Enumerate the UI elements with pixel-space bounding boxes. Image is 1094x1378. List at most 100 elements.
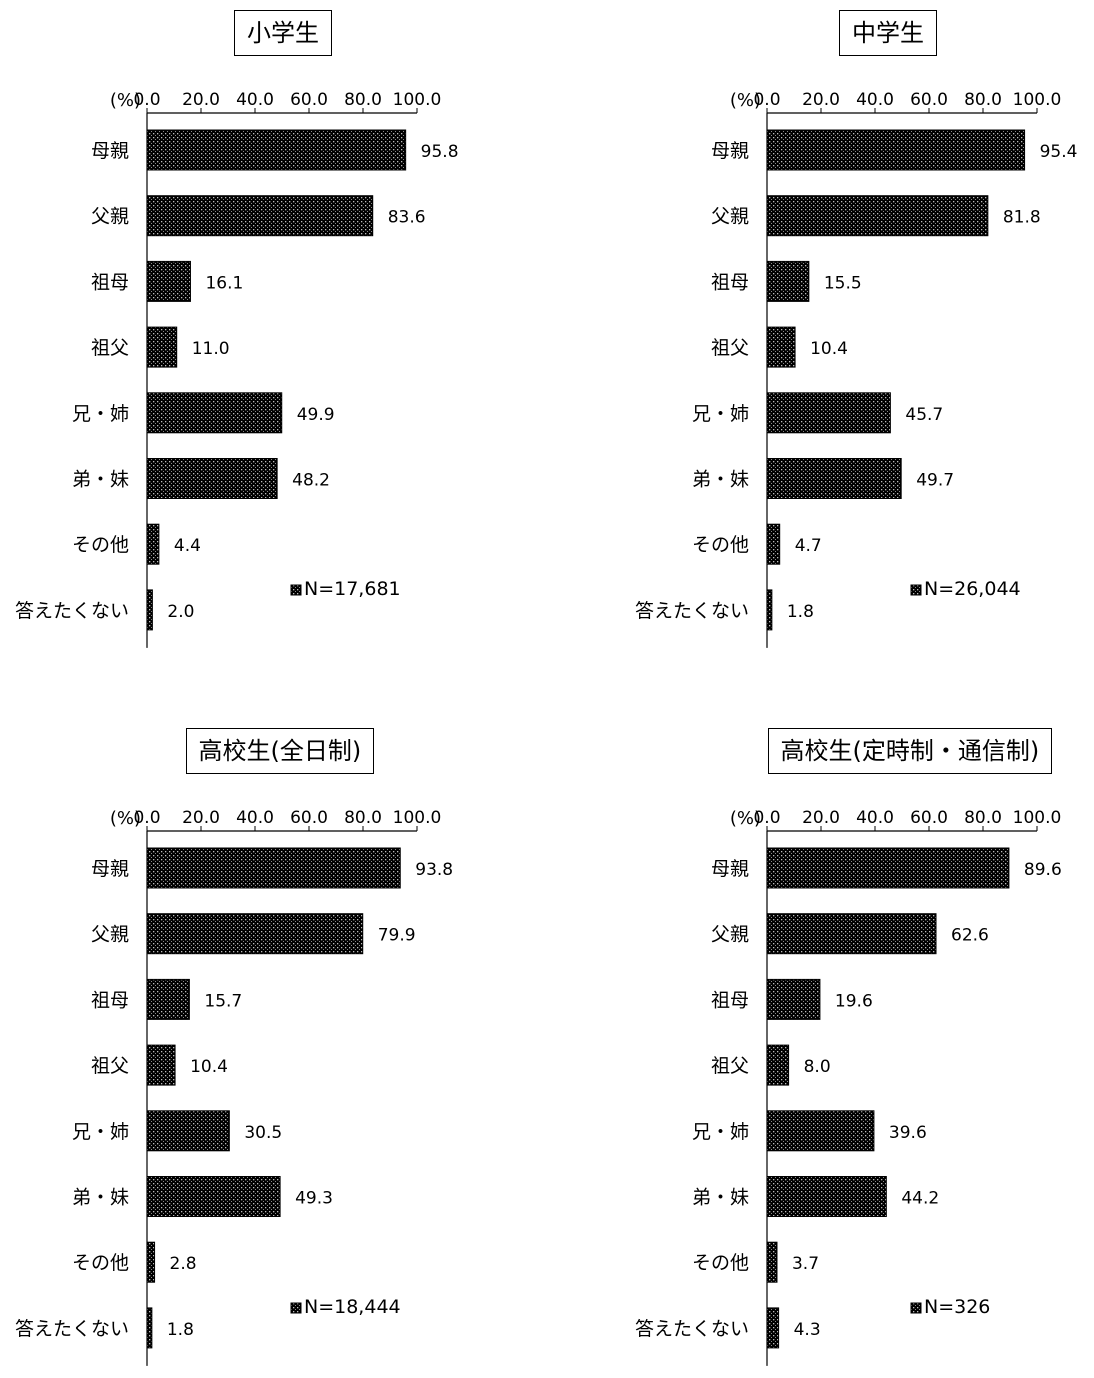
- bar: [766, 458, 902, 499]
- category-label: 答えたくない: [635, 600, 749, 622]
- chart-title: 小学生: [234, 10, 332, 56]
- x-tick-label: 20.0: [182, 90, 220, 110]
- value-label: 15.7: [204, 991, 242, 1011]
- x-tick-label: 40.0: [856, 808, 894, 828]
- category-label: 祖母: [711, 989, 749, 1011]
- x-tick-label: 80.0: [344, 90, 382, 110]
- value-label: 93.8: [415, 860, 453, 880]
- bar-chart-high-school-parttime: (%)0.0 20.0 40.0 60.0 80.0 100.0 母親 89.6 父親 62.6 祖…: [635, 808, 1062, 1366]
- bar: [766, 913, 937, 955]
- bar: [146, 260, 191, 302]
- value-label: 2.0: [167, 602, 194, 622]
- value-label: 44.2: [901, 1189, 939, 1209]
- value-label: 81.8: [1003, 208, 1041, 228]
- unit-label: (%): [110, 90, 141, 111]
- value-label: 62.6: [951, 926, 989, 946]
- x-tick-label: 60.0: [290, 808, 328, 828]
- value-label: 8.0: [804, 1057, 831, 1077]
- bar: [146, 913, 364, 955]
- value-label: 16.1: [205, 273, 243, 293]
- bar: [146, 847, 401, 889]
- unit-label: (%): [730, 90, 761, 111]
- bar: [766, 1241, 778, 1283]
- category-label: その他: [692, 1252, 749, 1274]
- category-label: 答えたくない: [635, 1318, 749, 1340]
- chart-panel-high-school-parttime: 高校生(定時制・通信制) (%) 0.0 20.0 40.0 60.0 80.0 100.0…: [620, 718, 1094, 1378]
- category-label: 弟・妹: [72, 1187, 129, 1209]
- value-label: 45.7: [905, 405, 943, 425]
- value-label: 49.3: [295, 1189, 333, 1209]
- bar: [146, 523, 160, 565]
- value-label: 48.2: [292, 471, 330, 491]
- category-label: その他: [72, 1252, 129, 1274]
- legend-label: N=17,681: [304, 578, 401, 600]
- category-label: その他: [692, 534, 749, 556]
- category-label: 祖母: [91, 989, 129, 1011]
- x-tick-label: 20.0: [802, 90, 840, 110]
- bar: [146, 458, 278, 499]
- chart-title: 高校生(全日制): [185, 728, 375, 774]
- x-tick-label: 60.0: [910, 90, 948, 110]
- category-label: 兄・姉: [72, 1121, 129, 1143]
- chart-title: 中学生: [839, 10, 937, 56]
- x-tick-label: 80.0: [344, 808, 382, 828]
- x-tick-label: 40.0: [236, 90, 274, 110]
- x-tick-label: 0.0: [753, 90, 780, 110]
- x-tick-label: 100.0: [393, 90, 442, 110]
- category-label: 祖父: [711, 337, 749, 359]
- category-label: 父親: [91, 924, 129, 946]
- value-label: 49.9: [297, 405, 335, 425]
- bar: [146, 392, 283, 434]
- x-tick-label: 40.0: [856, 90, 894, 110]
- value-label: 19.6: [835, 991, 873, 1011]
- bar: [766, 978, 821, 1020]
- x-tick-label: 20.0: [802, 808, 840, 828]
- chart-panel-elementary: 小学生 (%) 0.0 20.0 40.0 60.0 80.0 100.0 母親 95.8 父親 8…: [0, 0, 500, 660]
- legend-swatch: [290, 584, 302, 596]
- category-label: 父親: [711, 206, 749, 228]
- bar: [146, 195, 374, 237]
- value-label: 15.5: [824, 273, 862, 293]
- bar: [146, 129, 407, 171]
- bar: [766, 589, 773, 631]
- legend-label: N=18,444: [304, 1296, 401, 1318]
- category-label: その他: [72, 534, 129, 556]
- x-tick-label: 100.0: [1013, 90, 1062, 110]
- bar: [766, 1110, 875, 1152]
- chart-panel-high-school-fulltime: 高校生(全日制) (%) 0.0 20.0 40.0 60.0 80.0 100.0 母親 93…: [0, 718, 500, 1378]
- value-label: 89.6: [1024, 860, 1062, 880]
- x-tick-label: 60.0: [290, 90, 328, 110]
- value-label: 1.8: [787, 602, 814, 622]
- bar: [146, 1044, 176, 1086]
- category-label: 祖父: [711, 1055, 749, 1077]
- unit-label: (%): [110, 808, 141, 829]
- bar: [766, 1176, 887, 1217]
- bar: [766, 1307, 780, 1349]
- category-label: 祖父: [91, 1055, 129, 1077]
- value-label: 4.3: [794, 1320, 821, 1340]
- x-tick-label: 0.0: [133, 90, 160, 110]
- value-label: 83.6: [388, 208, 426, 228]
- unit-label: (%): [730, 808, 761, 829]
- x-tick-label: 80.0: [964, 90, 1002, 110]
- chart-title: 高校生(定時制・通信制): [767, 728, 1053, 774]
- category-label: 弟・妹: [692, 1187, 749, 1209]
- legend-swatch: [910, 1302, 922, 1314]
- bar: [146, 1241, 156, 1283]
- legend-label: N=26,044: [924, 578, 1021, 600]
- bar: [146, 1307, 153, 1349]
- bar-chart-elementary: (%)0.0 20.0 40.0 60.0 80.0 100.0 母親 95.8 父親 83.6 祖…: [15, 90, 459, 648]
- x-tick-label: 100.0: [1013, 808, 1062, 828]
- category-label: 兄・姉: [72, 403, 129, 425]
- x-tick-label: 100.0: [393, 808, 442, 828]
- category-label: 父親: [711, 924, 749, 946]
- x-tick-label: 0.0: [753, 808, 780, 828]
- value-label: 39.6: [889, 1123, 927, 1143]
- category-label: 母親: [91, 858, 129, 880]
- bar: [146, 326, 178, 368]
- x-tick-label: 0.0: [133, 808, 160, 828]
- x-tick-label: 80.0: [964, 808, 1002, 828]
- category-label: 母親: [91, 140, 129, 162]
- value-label: 10.4: [810, 339, 848, 359]
- category-label: 兄・姉: [692, 1121, 749, 1143]
